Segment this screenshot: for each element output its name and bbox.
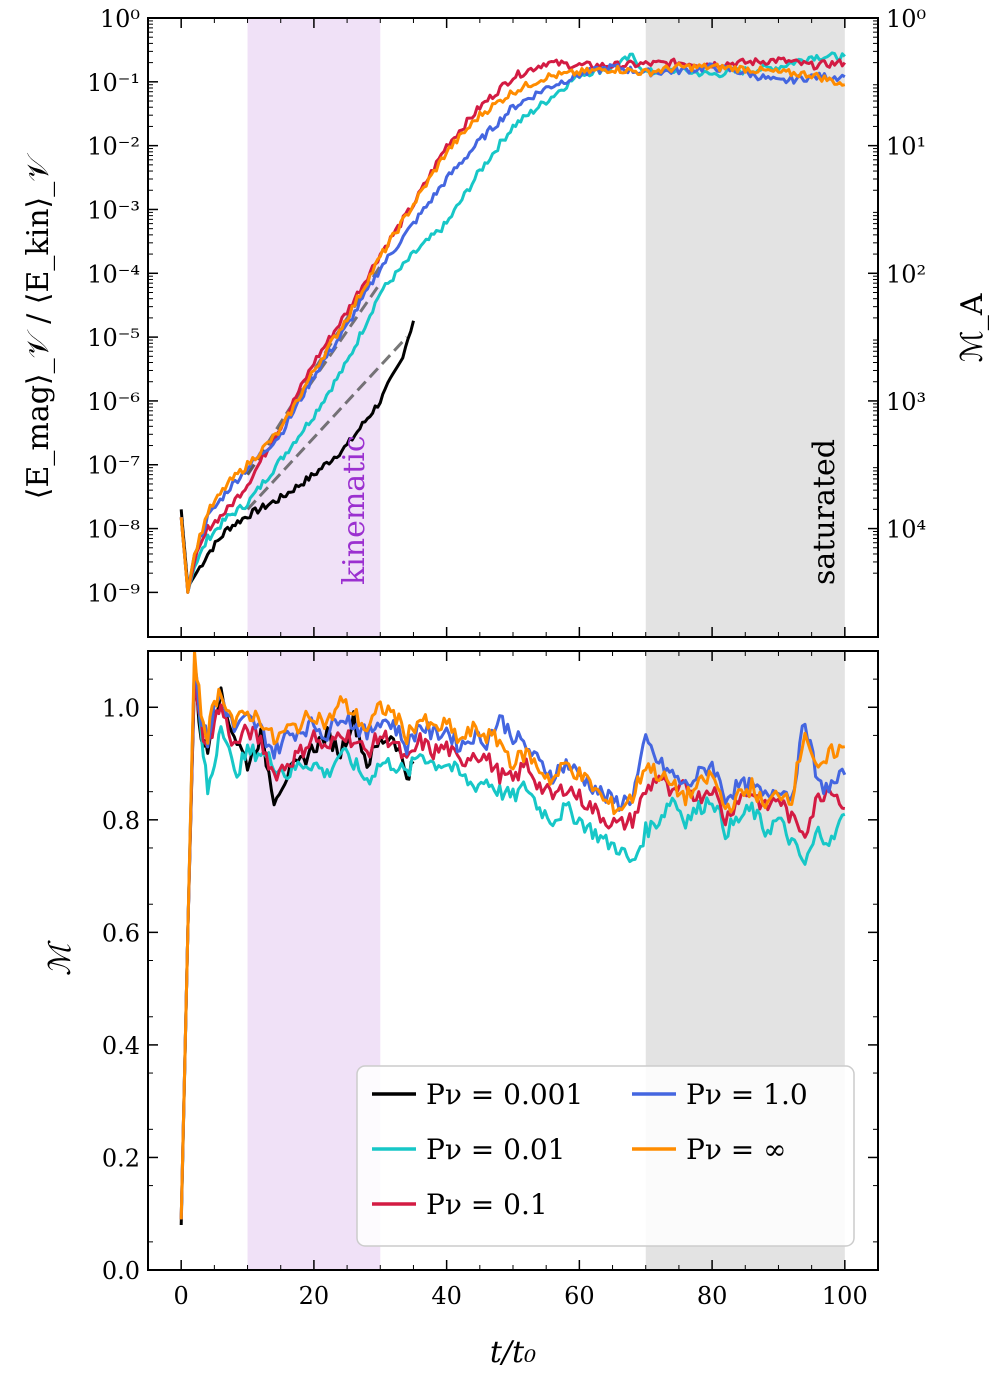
bottom-ytick-label: 0.8 bbox=[102, 807, 140, 835]
right-ytick-label: 10⁰ bbox=[886, 5, 926, 33]
bottom-xtick-label: 100 bbox=[822, 1282, 868, 1310]
right-ytick-label: 10¹ bbox=[886, 133, 926, 161]
top-y-axis-label: ⟨E_mag⟩_𝒱 / ⟨E_kin⟩_𝒱 bbox=[21, 153, 56, 499]
top-series-p-0-001 bbox=[179, 320, 415, 589]
kinematic-label: kinematic bbox=[337, 435, 372, 585]
top-ytick-label: 10⁻⁵ bbox=[87, 324, 140, 352]
top-ticks: 10⁻⁹ 10⁻⁸ 10⁻⁷ 10⁻⁶ 10⁻⁵ 10⁻⁴ 10⁻³ 10⁻² 10⁻¹ 10⁰ 1… bbox=[87, 5, 926, 637]
bottom-ytick-label: 1.0 bbox=[102, 694, 140, 722]
bottom-ytick-label: 0.2 bbox=[102, 1144, 140, 1172]
legend-label-p: Pν = ∞ bbox=[686, 1133, 786, 1166]
bottom-panel: 0.0 0.2 0.4 0.6 0.8 1.0 0 20 40 60 80 100 ℳ t/t₀ Pν… bbox=[43, 18, 879, 1370]
top-ytick-label: 10⁻² bbox=[87, 133, 140, 161]
bottom-series-p bbox=[179, 651, 846, 1220]
top-shaded-regions bbox=[247, 18, 845, 637]
legend-entries: Pν = 0.001 Pν = 1.0 Pν = 0.01 Pν = ∞ Pν = 0.… bbox=[372, 1078, 808, 1221]
bottom-series bbox=[179, 651, 847, 1226]
bottom-xtick-label: 80 bbox=[697, 1282, 728, 1310]
top-fit-line-1 bbox=[246, 336, 408, 511]
legend-label-p-0-1: Pν = 0.1 bbox=[426, 1188, 548, 1221]
bottom-ytick-label: 0.0 bbox=[102, 1257, 140, 1285]
legend-label-p-0-001: Pν = 0.001 bbox=[426, 1078, 583, 1111]
top-ytick-label: 10⁻⁴ bbox=[87, 260, 140, 288]
bottom-xtick-label: 60 bbox=[564, 1282, 595, 1310]
top-ytick-label: 10⁰ bbox=[100, 5, 140, 33]
x-axis-label: t/t₀ bbox=[490, 1335, 536, 1370]
bottom-xtick-label: 40 bbox=[431, 1282, 462, 1310]
right-ytick-label: 10⁴ bbox=[886, 516, 926, 544]
top-series bbox=[179, 51, 846, 594]
saturated-label: saturated bbox=[807, 439, 842, 585]
top-fit-line-2 bbox=[246, 265, 382, 476]
bottom-xtick-label: 0 bbox=[174, 1282, 189, 1310]
top-ytick-label: 10⁻³ bbox=[87, 196, 140, 224]
top-ytick-label: 10⁻⁸ bbox=[87, 516, 140, 544]
bottom-ticks: 0.0 0.2 0.4 0.6 0.8 1.0 0 20 40 60 80 100 bbox=[102, 18, 879, 1310]
top-region-kinematic bbox=[247, 18, 381, 637]
top-panel: 10⁻⁹ 10⁻⁸ 10⁻⁷ 10⁻⁶ 10⁻⁵ 10⁻⁴ 10⁻³ 10⁻² 10⁻¹ 10⁰ 1… bbox=[21, 5, 990, 638]
top-series-p bbox=[179, 62, 846, 594]
top-ytick-label: 10⁻⁶ bbox=[87, 388, 140, 416]
top-region-saturated bbox=[645, 18, 845, 637]
bottom-series-p-1-0 bbox=[179, 660, 847, 1220]
top-ytick-label: 10⁻⁹ bbox=[87, 579, 140, 607]
legend-label-p-1-0: Pν = 1.0 bbox=[686, 1078, 808, 1111]
legend-label-p-0-01: Pν = 0.01 bbox=[426, 1133, 565, 1166]
bottom-ytick-label: 0.4 bbox=[102, 1032, 140, 1060]
top-ytick-label: 10⁻⁷ bbox=[87, 452, 140, 480]
bottom-xtick-label: 20 bbox=[299, 1282, 330, 1310]
legend-box bbox=[356, 1065, 855, 1247]
bottom-y-axis-label: ℳ bbox=[43, 940, 78, 976]
bottom-series-p-0-01 bbox=[179, 660, 846, 1220]
bottom-series-p-0-1 bbox=[179, 672, 846, 1220]
right-ytick-label: 10² bbox=[886, 260, 926, 288]
top-right-axis-label: ℳ_A bbox=[955, 293, 990, 362]
legend: Pν = 0.001 Pν = 1.0 Pν = 0.01 Pν = ∞ Pν = 0.… bbox=[356, 1065, 855, 1247]
top-ytick-label: 10⁻¹ bbox=[87, 69, 140, 97]
right-ytick-label: 10³ bbox=[886, 388, 926, 416]
bottom-ytick-label: 0.6 bbox=[102, 919, 140, 947]
